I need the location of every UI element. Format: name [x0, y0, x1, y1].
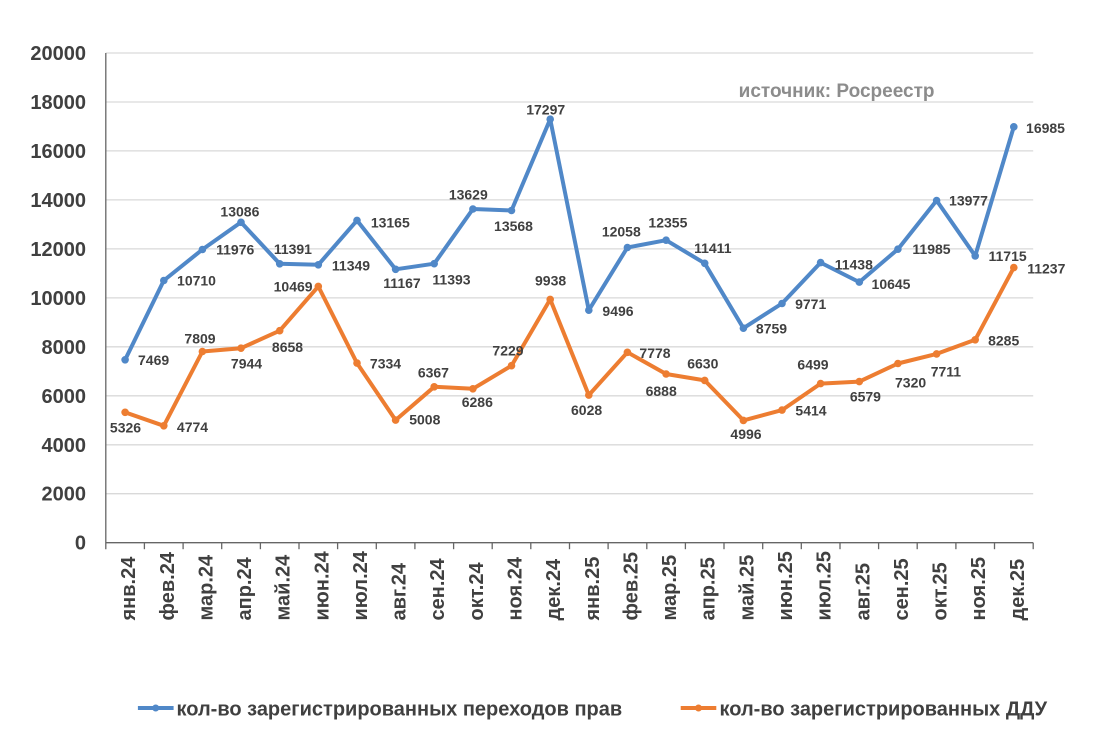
- svg-text:6367: 6367: [418, 365, 449, 381]
- svg-text:7334: 7334: [370, 356, 401, 372]
- svg-text:май.25: май.25: [736, 555, 758, 621]
- svg-text:7778: 7778: [639, 345, 670, 361]
- svg-text:фев.24: фев.24: [157, 551, 179, 620]
- svg-text:12058: 12058: [602, 224, 641, 240]
- svg-text:4996: 4996: [730, 426, 761, 442]
- svg-text:авг.25: авг.25: [852, 563, 874, 621]
- svg-text:май.24: май.24: [273, 554, 295, 621]
- svg-text:11393: 11393: [432, 272, 470, 288]
- svg-text:июн.24: июн.24: [311, 550, 333, 620]
- svg-text:7320: 7320: [895, 374, 926, 390]
- svg-text:6630: 6630: [687, 355, 718, 371]
- svg-text:6286: 6286: [462, 394, 493, 410]
- svg-text:июл.25: июл.25: [814, 551, 836, 620]
- svg-text:окт.24: окт.24: [466, 562, 488, 621]
- svg-text:4774: 4774: [177, 419, 208, 435]
- svg-text:фев.25: фев.25: [620, 552, 642, 620]
- svg-text:13165: 13165: [371, 214, 410, 230]
- svg-text:ноя.24: ноя.24: [505, 556, 527, 620]
- svg-text:12355: 12355: [648, 214, 687, 230]
- svg-text:янв.24: янв.24: [118, 556, 140, 622]
- svg-text:5326: 5326: [110, 419, 141, 435]
- svg-text:8285: 8285: [988, 333, 1019, 349]
- svg-text:июл.24: июл.24: [350, 550, 372, 620]
- svg-text:кол-во зарегистрированных пере: кол-во зарегистрированных переходов прав: [177, 698, 623, 720]
- svg-text:5414: 5414: [795, 402, 826, 418]
- svg-text:сен.25: сен.25: [891, 558, 913, 620]
- svg-text:13568: 13568: [494, 218, 533, 234]
- svg-text:7944: 7944: [231, 356, 262, 372]
- svg-text:18000: 18000: [30, 92, 86, 114]
- svg-text:11715: 11715: [989, 248, 1027, 264]
- svg-text:11976: 11976: [216, 242, 254, 258]
- svg-text:дек.25: дек.25: [1007, 559, 1029, 621]
- svg-text:5008: 5008: [409, 412, 440, 428]
- svg-text:11167: 11167: [383, 275, 421, 291]
- svg-text:11411: 11411: [694, 240, 732, 256]
- svg-text:окт.25: окт.25: [930, 562, 952, 620]
- svg-text:9938: 9938: [535, 273, 566, 289]
- svg-text:12000: 12000: [30, 239, 86, 261]
- svg-text:дек.24: дек.24: [543, 558, 565, 621]
- svg-text:8658: 8658: [272, 339, 303, 355]
- svg-text:июн.25: июн.25: [775, 551, 797, 620]
- svg-text:ноя.25: ноя.25: [968, 557, 990, 621]
- svg-text:8759: 8759: [756, 321, 787, 337]
- svg-text:16000: 16000: [30, 141, 86, 163]
- svg-text:9496: 9496: [602, 303, 633, 319]
- svg-text:6028: 6028: [571, 402, 602, 418]
- svg-text:17297: 17297: [526, 101, 565, 117]
- svg-text:10000: 10000: [30, 288, 86, 310]
- svg-text:11985: 11985: [912, 241, 950, 257]
- svg-text:авг.24: авг.24: [389, 562, 411, 620]
- svg-text:янв.25: янв.25: [582, 557, 604, 622]
- svg-text:11237: 11237: [1027, 261, 1065, 277]
- svg-text:6888: 6888: [646, 383, 677, 399]
- svg-text:7469: 7469: [138, 352, 169, 368]
- svg-text:10710: 10710: [177, 272, 216, 288]
- svg-text:кол-во зарегистрированных ДДУ: кол-во зарегистрированных ДДУ: [720, 698, 1048, 720]
- svg-text:мар.25: мар.25: [659, 555, 681, 621]
- svg-text:10469: 10469: [274, 279, 313, 295]
- svg-text:9771: 9771: [795, 296, 826, 312]
- svg-text:мар.24: мар.24: [195, 554, 217, 621]
- svg-text:13977: 13977: [949, 192, 988, 208]
- svg-text:16985: 16985: [1026, 120, 1065, 136]
- svg-text:11349: 11349: [332, 258, 370, 274]
- svg-text:сен.24: сен.24: [427, 557, 449, 620]
- svg-text:6579: 6579: [850, 389, 881, 405]
- svg-text:10645: 10645: [872, 276, 911, 292]
- svg-text:11391: 11391: [274, 241, 312, 257]
- svg-text:14000: 14000: [30, 190, 86, 212]
- svg-text:апр.25: апр.25: [698, 557, 720, 620]
- svg-text:источник: Росреестр: источник: Росреестр: [739, 81, 935, 102]
- svg-text:7809: 7809: [184, 331, 215, 347]
- svg-text:2000: 2000: [42, 484, 87, 506]
- svg-text:11438: 11438: [835, 256, 873, 272]
- svg-text:13086: 13086: [220, 204, 259, 220]
- svg-text:апр.24: апр.24: [234, 556, 256, 620]
- svg-text:6499: 6499: [797, 356, 828, 372]
- svg-text:6000: 6000: [42, 386, 87, 408]
- svg-text:8000: 8000: [42, 337, 87, 359]
- svg-text:20000: 20000: [30, 43, 86, 65]
- svg-text:7229: 7229: [492, 343, 523, 359]
- svg-text:7711: 7711: [931, 363, 962, 379]
- svg-text:0: 0: [75, 533, 86, 555]
- svg-text:13629: 13629: [449, 187, 488, 203]
- svg-text:4000: 4000: [42, 435, 87, 457]
